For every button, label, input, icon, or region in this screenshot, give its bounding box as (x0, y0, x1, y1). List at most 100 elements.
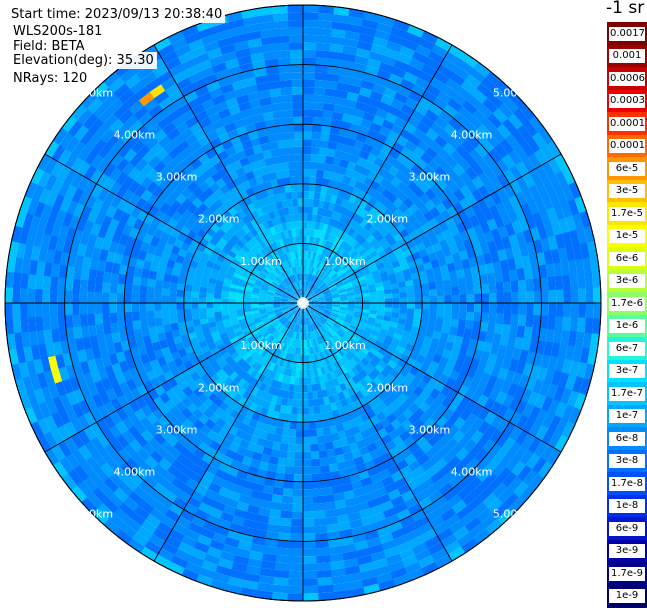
beta-cell (316, 50, 330, 59)
colorbar-label: 3e-9 (609, 544, 645, 558)
beta-cell (292, 504, 304, 512)
beta-cell (283, 177, 291, 185)
range-label: 3.00km (156, 423, 198, 436)
beta-cell (303, 392, 308, 400)
colorbar-label: 6e-7 (609, 342, 645, 356)
beta-cell (288, 571, 303, 579)
beta-cell (459, 303, 467, 312)
beta-cell (297, 400, 303, 408)
beta-cell (314, 87, 326, 95)
beta-cell (176, 296, 184, 303)
beta-cell (289, 429, 297, 437)
beta-cell (504, 303, 512, 315)
beta-cell (298, 199, 304, 207)
beta-cell (534, 291, 542, 304)
beta-cell (117, 303, 125, 313)
beta-cell (526, 291, 534, 304)
beta-cell (72, 314, 80, 327)
beta-cell (288, 13, 304, 21)
beta-cell (459, 311, 467, 320)
beta-cell (437, 296, 445, 304)
beta-cell (283, 481, 294, 489)
beta-cell (297, 191, 303, 199)
beta-cell (443, 280, 451, 289)
beta-cell (519, 303, 527, 315)
beta-cell (317, 577, 333, 586)
beta-cell (392, 293, 400, 299)
beta-cell (303, 229, 307, 237)
beta-cell (555, 276, 564, 291)
beta-cell (303, 117, 313, 125)
beta-cell (482, 293, 490, 303)
beta-cell (303, 191, 309, 199)
beta-cell (287, 578, 303, 586)
beta-cell (20, 273, 29, 289)
beta-cell (314, 95, 326, 103)
beta-cell (295, 154, 303, 162)
beta-cell (316, 562, 331, 571)
beta-cell (291, 65, 304, 73)
beta-cell (586, 303, 594, 319)
beta-cell (289, 422, 296, 430)
beta-cell (303, 214, 308, 222)
elevation-label: Elevation(deg): 35.30 (10, 52, 157, 69)
beta-cell (317, 35, 332, 44)
beta-cell (284, 473, 294, 481)
beta-cell (132, 294, 140, 303)
beta-cell (578, 303, 586, 319)
beta-cell (184, 296, 192, 303)
beta-cell (5, 302, 13, 318)
beta-cell (570, 317, 579, 333)
beta-cell (421, 283, 429, 291)
beta-cell (292, 199, 298, 207)
beta-cell (503, 314, 511, 326)
range-label: 5.00km (493, 86, 535, 99)
beta-cell (285, 466, 295, 474)
beta-cell (310, 451, 319, 459)
beta-cell (415, 297, 423, 304)
colorbar-label: 1e-5 (609, 229, 645, 243)
beta-cell (199, 313, 207, 319)
beta-cell (309, 422, 316, 430)
beta-cell (50, 289, 58, 303)
beta-cell (294, 132, 303, 140)
beta-cell (117, 293, 125, 303)
beta-cell (303, 377, 308, 385)
beta-cell (377, 294, 385, 299)
beta-cell (413, 284, 421, 291)
beta-cell (316, 570, 332, 579)
beta-cell (282, 102, 293, 110)
beta-cell (273, 577, 289, 586)
beta-cell (467, 303, 475, 312)
range-label: 3.00km (409, 423, 451, 436)
beta-cell (73, 326, 82, 339)
beta-cell (94, 303, 102, 314)
beta-cell (556, 289, 564, 303)
beta-cell (496, 313, 504, 324)
beta-cell (275, 35, 290, 44)
beta-cell (524, 267, 533, 280)
beta-cell (302, 541, 316, 549)
beta-cell (286, 192, 293, 200)
beta-cell (288, 162, 296, 170)
beta-cell (303, 102, 314, 110)
beta-cell (294, 221, 299, 229)
beta-cell (303, 162, 311, 170)
beta-cell (299, 363, 303, 371)
colorbar-label: 1.7e-5 (609, 207, 645, 221)
colorbar-swatch: 3e-6 (607, 270, 647, 293)
beta-cell (312, 473, 322, 481)
beta-cell (473, 312, 481, 322)
beta-cell (275, 555, 290, 564)
beta-cell (303, 467, 312, 475)
beta-cell (35, 316, 44, 331)
beta-cell (191, 297, 199, 303)
beta-cell (27, 302, 35, 317)
beta-cell (324, 502, 336, 511)
beta-cell (283, 110, 294, 118)
beta-cell (319, 140, 329, 149)
beta-cell (473, 284, 481, 294)
colorbar-swatch: 6e-9 (607, 517, 647, 540)
beta-cell (303, 184, 310, 192)
beta-cell (317, 28, 333, 37)
